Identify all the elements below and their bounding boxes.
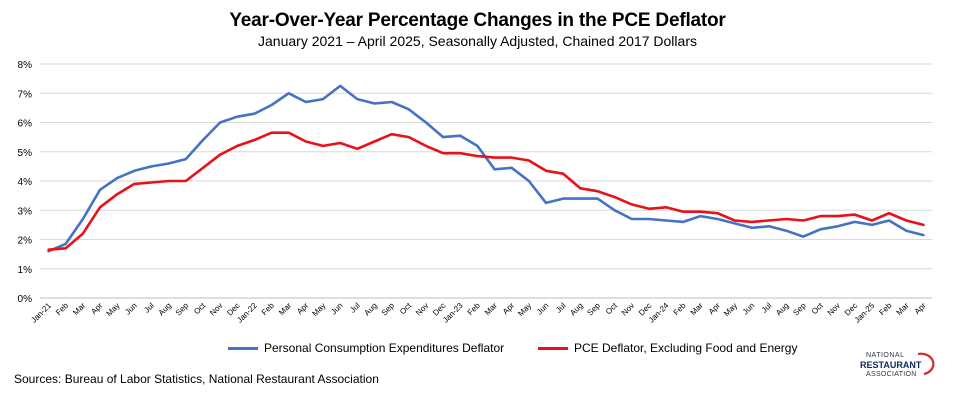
x-tick-label: Oct xyxy=(810,301,826,317)
y-tick-label: 6% xyxy=(18,119,33,130)
x-tick-label: Aug xyxy=(362,301,378,317)
x-tick-label: Oct xyxy=(192,301,208,317)
x-tick-label: Feb xyxy=(466,301,483,318)
legend-label-pce: Personal Consumption Expenditures Deflat… xyxy=(264,341,505,355)
nra-logo: NATIONAL RESTAURANT ASSOCIATION xyxy=(856,350,946,384)
x-tick-label: Jan-25 xyxy=(853,301,877,325)
x-tick-label: Mar xyxy=(689,301,705,317)
x-tick-label: Feb xyxy=(54,301,71,318)
x-tick-label: Jan-21 xyxy=(29,301,53,325)
x-tick-label: Jun xyxy=(123,301,138,316)
legend-label-core-pce: PCE Deflator, Excluding Food and Energy xyxy=(574,341,798,355)
legend-swatch-pce xyxy=(228,346,258,350)
x-tick-label: Jul xyxy=(554,301,568,315)
x-tick-label: Nov xyxy=(208,301,224,317)
logo-line-2: RESTAURANT xyxy=(860,360,922,370)
x-tick-label: Jun xyxy=(741,301,756,316)
legend-item-core-pce: PCE Deflator, Excluding Food and Energy xyxy=(538,339,797,357)
series-line-pce xyxy=(47,84,925,253)
x-tick-label: Mar xyxy=(895,301,911,317)
x-tick-label: Sep xyxy=(585,301,602,318)
y-tick-label: 2% xyxy=(18,236,33,247)
x-tick-label: Mar xyxy=(483,301,499,317)
chart-subtitle: January 2021 – April 2025, Seasonally Ad… xyxy=(258,33,697,49)
x-tick-label: Sep xyxy=(174,301,191,318)
x-tick-label: Aug xyxy=(157,301,173,317)
chart-title: Year-Over-Year Percentage Changes in the… xyxy=(229,10,726,31)
x-tick-label: Jun xyxy=(535,301,550,316)
x-tick-label: Apr xyxy=(707,301,722,316)
x-tick-label: Jun xyxy=(329,301,344,316)
y-tick-label: 8% xyxy=(18,60,33,71)
series-line-core-pce xyxy=(47,131,925,251)
x-tick-label: Apr xyxy=(89,301,104,316)
x-tick-label: Feb xyxy=(672,301,689,318)
logo-line-3: ASSOCIATION xyxy=(866,371,917,378)
x-tick-label: May xyxy=(722,301,739,318)
x-tick-label: Jan-24 xyxy=(647,301,671,325)
y-tick-label: 4% xyxy=(18,177,33,188)
x-tick-label: Jan-23 xyxy=(441,301,465,325)
x-tick-label: Feb xyxy=(260,301,277,318)
x-tick-label: Aug xyxy=(774,301,790,317)
x-tick-label: Sep xyxy=(380,301,397,318)
x-tick-label: Jul xyxy=(348,301,362,315)
x-tick-label: Nov xyxy=(620,301,636,317)
x-tick-label: Jul xyxy=(760,301,774,315)
x-tick-label: Sep xyxy=(791,301,808,318)
y-tick-label: 7% xyxy=(18,89,33,100)
y-tick-label: 3% xyxy=(18,206,33,217)
x-tick-label: Feb xyxy=(877,301,894,318)
x-tick-label: Apr xyxy=(913,301,928,316)
x-tick-label: Mar xyxy=(277,301,293,317)
legend-swatch-core-pce xyxy=(538,346,568,350)
x-tick-label: May xyxy=(105,301,122,318)
x-tick-label: Nov xyxy=(826,301,842,317)
x-tick-label: Jan-22 xyxy=(235,301,259,325)
logo-swoosh-icon xyxy=(917,352,935,376)
x-tick-label: Aug xyxy=(568,301,584,317)
legend-item-pce: Personal Consumption Expenditures Deflat… xyxy=(228,339,504,357)
y-tick-label: 1% xyxy=(18,265,33,276)
x-tick-label: Apr xyxy=(501,301,516,316)
y-tick-label: 5% xyxy=(18,148,33,159)
x-tick-label: Mar xyxy=(71,301,87,317)
y-tick-label: 0% xyxy=(18,294,33,305)
x-tick-label: Nov xyxy=(414,301,430,317)
x-tick-label: May xyxy=(310,301,327,318)
logo-line-1: NATIONAL xyxy=(866,352,905,359)
sources-note: Sources: Bureau of Labor Statistics, Nat… xyxy=(14,372,379,386)
x-tick-label: Oct xyxy=(398,301,414,317)
x-tick-label: Jul xyxy=(142,301,156,315)
x-tick-label: Apr xyxy=(295,301,310,316)
x-tick-label: Oct xyxy=(604,301,620,317)
x-tick-label: May xyxy=(516,301,533,318)
